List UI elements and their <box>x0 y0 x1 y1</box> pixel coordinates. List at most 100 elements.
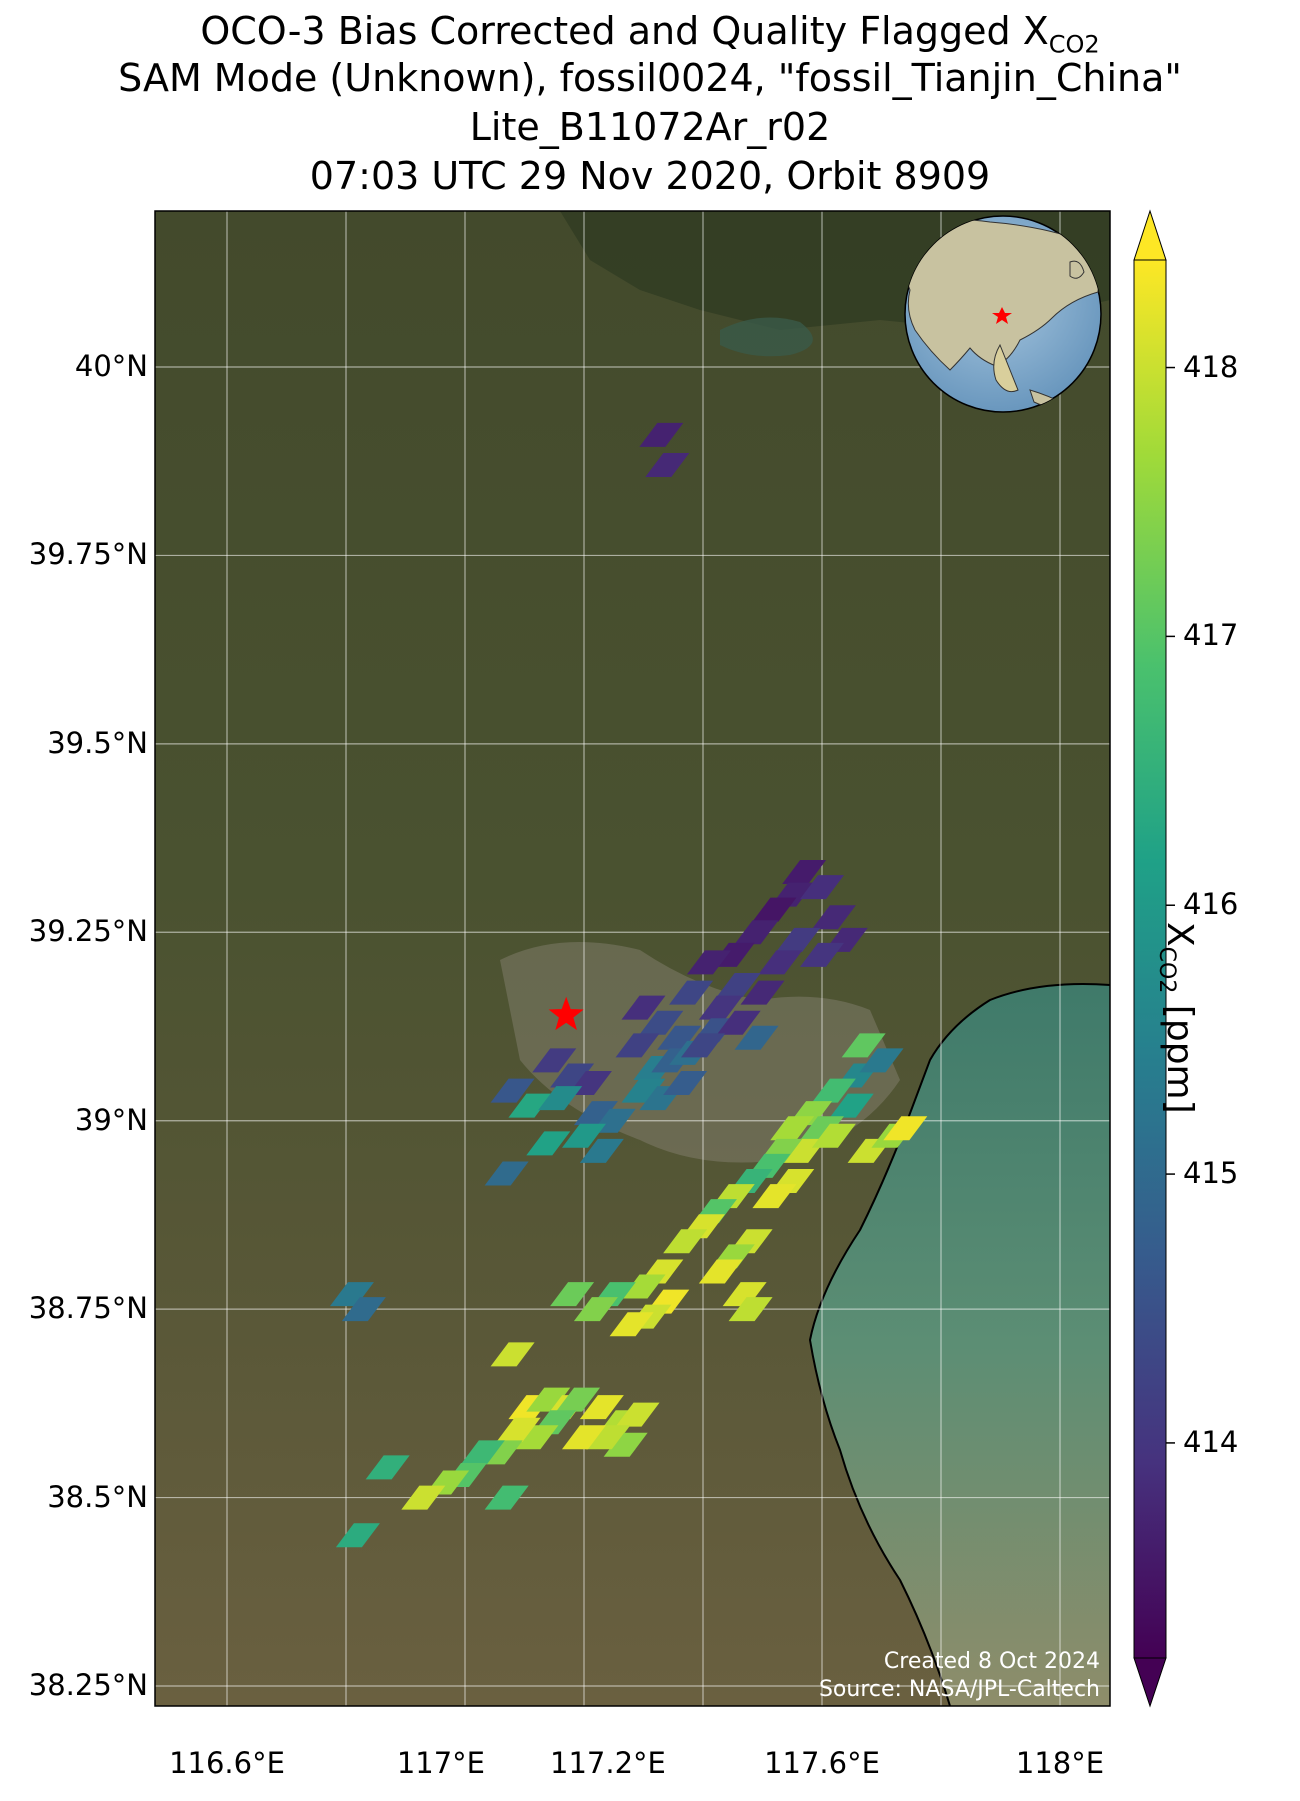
lat-tick-label: 39.25°N <box>28 914 148 949</box>
credit-line-1: Created 8 Oct 2024 <box>884 1649 1100 1674</box>
sounding-footprint <box>609 1312 654 1337</box>
sounding-footprint <box>883 1116 928 1141</box>
sounding-footprint <box>556 1387 601 1412</box>
sounding-footprint <box>841 1033 886 1058</box>
title-line-3: Lite_B11072Ar_r02 <box>469 105 831 149</box>
colorbar-extend-max <box>1133 209 1167 261</box>
plot-title: OCO-3 Bias Corrected and Quality Flagged… <box>0 8 1300 68</box>
globe-star-icon <box>992 307 1012 324</box>
sounding-footprint <box>639 1010 684 1035</box>
sounding-footprint <box>496 1417 541 1442</box>
sounding-footprint <box>663 1071 708 1096</box>
sounding-footprint <box>645 452 690 477</box>
sounding-footprint <box>669 980 714 1005</box>
colorbar-label-prefix: X <box>1159 922 1200 947</box>
sounding-footprint <box>698 1259 743 1284</box>
colorbar-tick-label: 417 <box>1183 618 1239 653</box>
sounding-footprint <box>490 1078 535 1103</box>
map-frame <box>154 210 1111 1707</box>
sounding-footprint <box>550 1282 595 1307</box>
sounding-footprint <box>585 1425 630 1450</box>
sounding-footprint <box>484 1161 529 1186</box>
inset-globe <box>904 215 1102 413</box>
sounding-footprint <box>526 1131 571 1156</box>
reservoir <box>720 317 813 357</box>
sounding-footprint <box>740 980 785 1005</box>
sounding-footprint <box>639 422 684 447</box>
colorbar-tick-label: 415 <box>1183 1156 1239 1191</box>
sounding-footprint <box>335 1523 380 1548</box>
sounding-footprint <box>770 1116 815 1141</box>
sounding-footprint <box>716 973 761 998</box>
sounding-footprint <box>460 1440 505 1465</box>
gridlines <box>155 211 1110 1706</box>
colorbar-extend-min <box>1133 1657 1167 1708</box>
coastline <box>808 983 1110 1706</box>
sounding-footprint <box>329 1282 374 1307</box>
sounding-footprint <box>365 1455 410 1480</box>
colorbar-ticks <box>1166 366 1175 1444</box>
sounding-footprint <box>341 1297 386 1322</box>
title-line-2: SAM Mode (Unknown), fossil0024, "fossil_… <box>118 56 1182 100</box>
sounding-footprint <box>800 875 844 900</box>
sounding-footprint <box>758 950 803 975</box>
sounding-footprint <box>859 1048 904 1073</box>
sounding-footprint <box>752 1184 797 1209</box>
sounding-footprint <box>800 1116 844 1141</box>
credit-line-2: Source: NASA/JPL-Caltech <box>819 1677 1100 1702</box>
colorbar-tick-label: 416 <box>1183 887 1239 922</box>
sounding-footprint <box>734 920 779 945</box>
lon-tick-label: 118°E <box>1015 1746 1105 1780</box>
lat-tick-label: 39.75°N <box>28 537 148 572</box>
lon-tick-label: 117.2°E <box>550 1746 666 1780</box>
colorbar-tick-label: 418 <box>1183 349 1239 384</box>
sounding-footprint <box>811 1123 856 1148</box>
sounding-footprint <box>573 1101 618 1126</box>
sounding-footprint <box>621 1078 666 1103</box>
lon-tick-label: 117°E <box>396 1746 485 1780</box>
sounding-footprint <box>698 995 743 1020</box>
colorbar <box>1133 209 1175 1708</box>
sounding-footprint <box>514 1425 559 1450</box>
sounding-footprint <box>782 859 827 884</box>
sounding-footprint <box>538 1086 583 1111</box>
sounding-footprint <box>532 1048 577 1073</box>
lat-tick-label: 40°N <box>74 349 148 383</box>
target-star-icon <box>548 996 584 1031</box>
sounding-footprint <box>490 1342 535 1367</box>
bohai-sea <box>810 984 1110 1706</box>
sounding-footprint <box>615 1402 660 1427</box>
colorbar-label: XCO2 [ppm] <box>1154 922 1200 1114</box>
sounding-footprint <box>526 1387 571 1412</box>
sounding-footprint <box>579 1138 624 1163</box>
lat-tick-label: 39.5°N <box>47 725 148 760</box>
sounding-footprint <box>550 1063 595 1088</box>
title-line-4: 07:03 UTC 29 Nov 2020, Orbit 8909 <box>309 154 991 198</box>
title-line-1: OCO-3 Bias Corrected and Quality Flagged… <box>200 9 1049 53</box>
sounding-footprint <box>811 1078 856 1103</box>
sounding-footprint <box>728 1297 773 1322</box>
title-subscript: CO2 <box>1048 30 1100 59</box>
sounding-footprint <box>573 1297 618 1322</box>
lon-tick-label: 117.6°E <box>764 1746 880 1780</box>
lat-tick-label: 38.25°N <box>28 1668 148 1702</box>
sounding-footprint <box>663 1229 708 1254</box>
lat-tick-label: 39°N <box>74 1102 148 1137</box>
sounding-footprint <box>484 1485 529 1510</box>
colorbar-tick-label: 414 <box>1183 1424 1239 1459</box>
sounding-footprint <box>734 1025 779 1050</box>
sounding-footprint <box>800 942 844 967</box>
map-area: Created 8 Oct 2024 Source: NASA/JPL-Calt… <box>155 211 1110 1706</box>
colorbar-label-suffix: [ppm] <box>1159 993 1200 1114</box>
sounding-footprint <box>722 1282 767 1307</box>
sounding-footprint <box>811 905 856 930</box>
lat-tick-label: 38.75°N <box>28 1291 148 1326</box>
sounding-footprint <box>621 995 666 1020</box>
sounding-footprint <box>562 1123 606 1148</box>
soundings-layer <box>329 422 928 1548</box>
lon-tick-label: 116.6°E <box>169 1746 285 1780</box>
sounding-footprint <box>603 1432 648 1457</box>
sounding-footprint <box>776 927 821 952</box>
sounding-footprint <box>681 1033 725 1058</box>
